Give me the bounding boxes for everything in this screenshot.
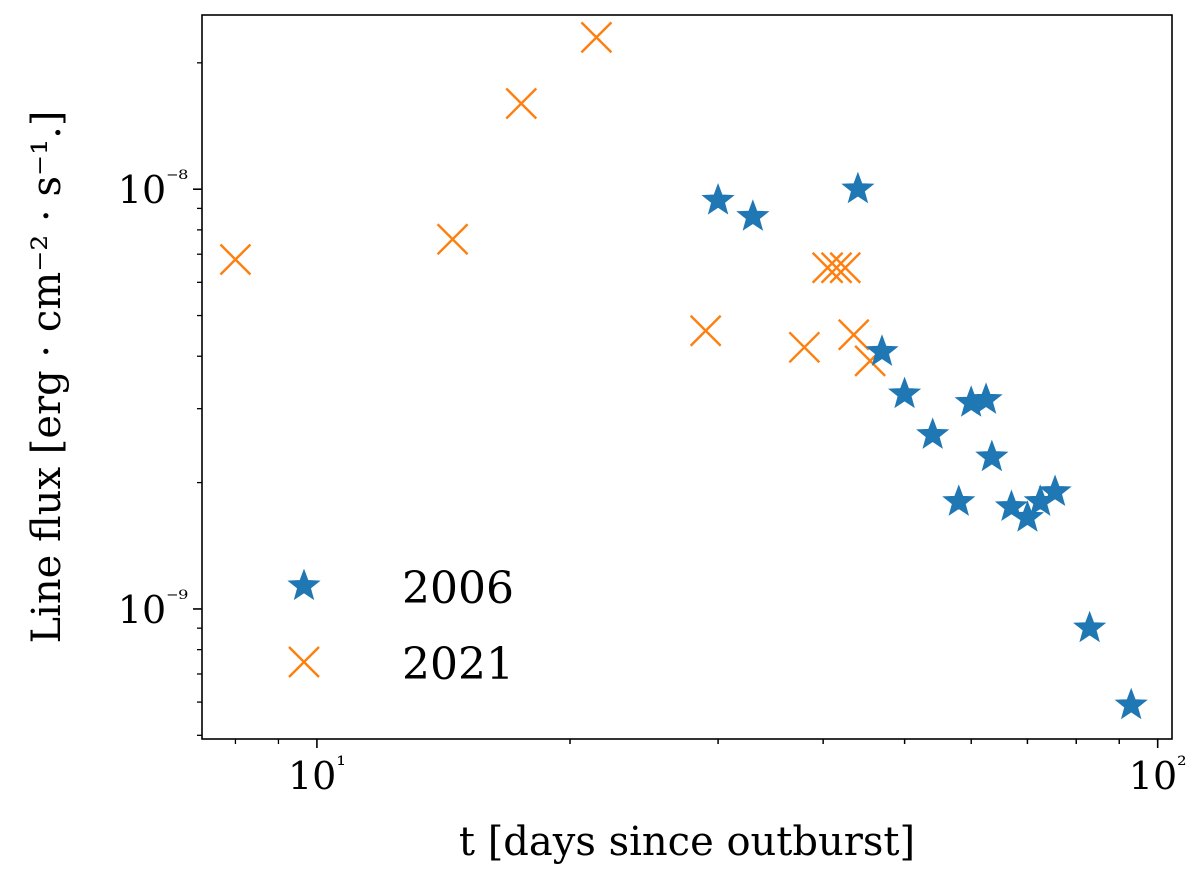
x-tick-label: 10¹ [288, 751, 346, 798]
y-axis-label: Line flux [erg · cm⁻² · s⁻¹.] [24, 111, 70, 644]
data-point-x [580, 21, 613, 54]
y-tick-label: 10⁻⁹ [118, 585, 188, 632]
data-point-star [888, 376, 922, 409]
x-axis-label: t [days since outburst] [459, 819, 915, 865]
x-tick-label: 10² [1129, 751, 1187, 798]
data-point-star [969, 382, 1003, 414]
data-point-star [701, 183, 735, 215]
data-point-x [829, 251, 862, 284]
y-tick-label: 10⁻⁸ [118, 165, 188, 212]
data-point-star [942, 484, 976, 516]
data-point-star [994, 489, 1029, 522]
data-point-x [788, 331, 821, 364]
data-point-x [689, 314, 722, 347]
data-point-x [820, 251, 853, 284]
data-point-x [219, 243, 252, 276]
data-point-star [1010, 500, 1045, 532]
legend-marker-star [287, 568, 321, 601]
data-point-x [837, 318, 870, 351]
data-point-star [841, 171, 875, 204]
legend-label: 2021 [402, 639, 514, 690]
data-point-star [1114, 687, 1148, 720]
data-point-x [811, 251, 844, 284]
data-point-x [505, 87, 538, 120]
data-marks [219, 21, 1148, 720]
data-point-star [1038, 474, 1072, 507]
data-point-star [975, 439, 1009, 472]
data-point-star [916, 417, 950, 449]
data-point-star [736, 199, 770, 231]
legend-marker-x [288, 646, 320, 678]
data-point-star [1073, 610, 1107, 643]
legend: 2006 2021 [287, 563, 514, 690]
data-point-star [865, 334, 899, 366]
legend-label: 2006 [402, 563, 514, 614]
plot-frame [201, 14, 1173, 740]
axis-ticks: 10¹ 10² 10⁻⁹ 10⁻⁸ [118, 62, 1187, 798]
data-point-x [436, 223, 469, 256]
